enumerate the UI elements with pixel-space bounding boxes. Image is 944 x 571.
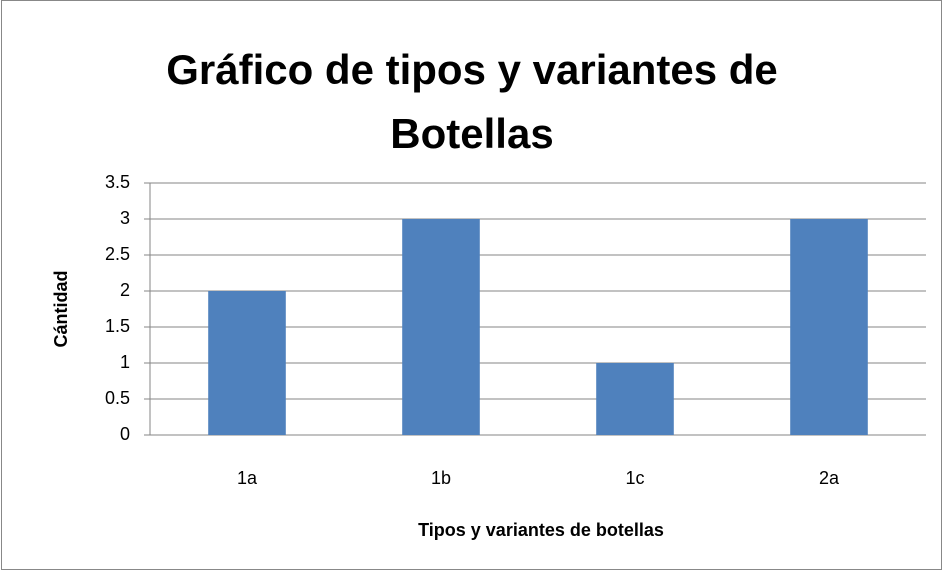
y-tick-label: 0.5 [105,388,130,408]
y-tick-label: 3.5 [105,172,130,192]
y-tick-label: 2 [120,280,130,300]
bar [596,363,674,435]
y-tick-label: 1.5 [105,316,130,336]
x-tick-label: 1b [431,468,451,488]
x-tick-label: 1c [625,468,644,488]
y-tick-label: 2.5 [105,244,130,264]
x-tick-label: 2a [819,468,840,488]
y-tick-label: 1 [120,352,130,372]
chart-title: Gráfico de tipos y variantes de Botellas [166,46,778,157]
x-axis-label: Tipos y variantes de botellas [418,520,664,540]
bar [208,291,286,435]
x-tick-label: 1a [237,468,258,488]
bar [790,219,868,435]
bar [402,219,480,435]
y-tick-label: 0 [120,424,130,444]
y-axis-label: Cántidad [51,270,71,347]
y-tick-label: 3 [120,208,130,228]
